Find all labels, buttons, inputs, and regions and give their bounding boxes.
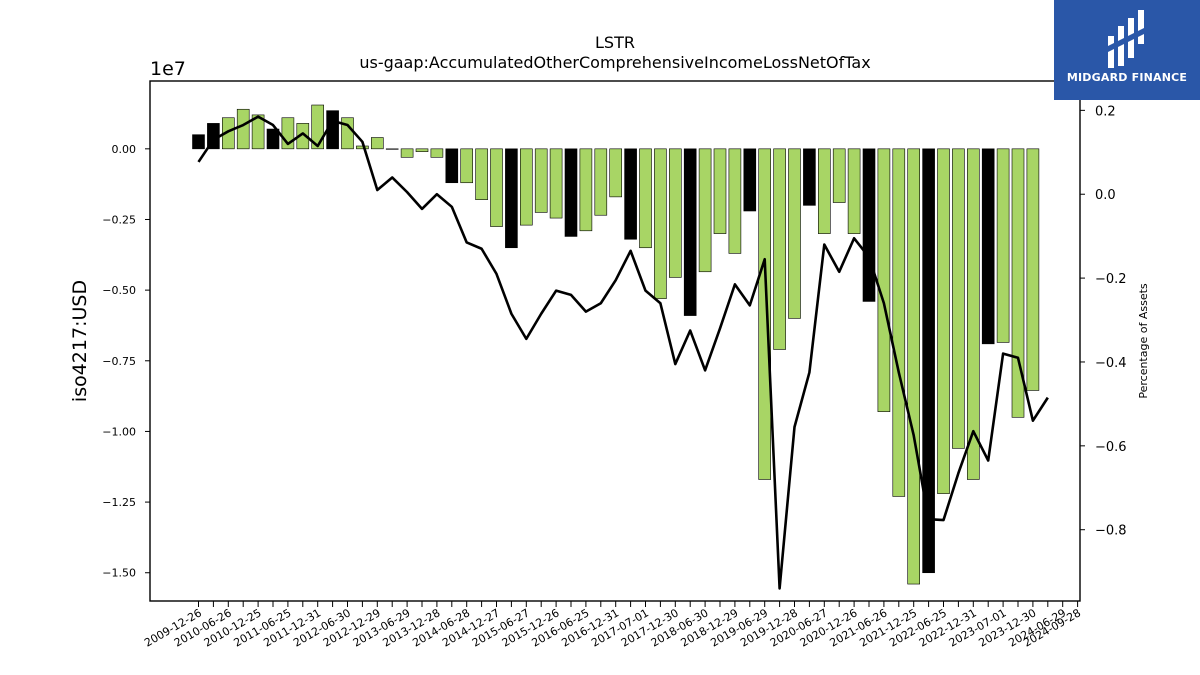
bar — [460, 148, 474, 184]
bar — [966, 148, 980, 480]
bar — [847, 148, 861, 234]
bar — [579, 148, 593, 232]
brand-name: MIDGARD FINANCE — [1066, 71, 1188, 84]
series-line — [197, 115, 1049, 590]
bar — [654, 148, 667, 299]
y2-tick-label: −0.4 — [1095, 356, 1127, 371]
y-tick-label: −0.50 — [102, 284, 136, 297]
plot-frame — [149, 80, 1081, 602]
chart-subtitle: us-gaap:AccumulatedOtherComprehensiveInc… — [359, 53, 870, 72]
bar — [862, 148, 876, 302]
bar — [385, 148, 399, 150]
y2-tick-label: −0.6 — [1095, 440, 1127, 455]
bar — [549, 148, 563, 219]
bar — [728, 148, 742, 254]
bar — [832, 148, 846, 203]
bar — [996, 148, 1010, 343]
bar — [877, 148, 891, 412]
y-tick-label: −0.25 — [102, 213, 136, 226]
bar — [594, 148, 608, 216]
bar — [564, 148, 578, 237]
bar — [519, 148, 533, 226]
bar — [266, 128, 280, 150]
bar — [475, 148, 488, 201]
y-tick-label: −1.25 — [102, 496, 136, 509]
bar — [490, 148, 503, 227]
y-tick-label: −1.00 — [102, 425, 136, 438]
bar — [892, 148, 906, 497]
bar — [356, 145, 369, 150]
midgard-logo-icon — [1108, 10, 1144, 68]
bar — [713, 148, 727, 234]
y-tick-label: −1.50 — [102, 567, 136, 580]
bar — [758, 148, 772, 480]
bar — [445, 148, 459, 184]
bar — [668, 148, 682, 278]
bar — [1011, 148, 1025, 418]
bar — [192, 134, 205, 150]
y2-tick-label: 0.2 — [1095, 104, 1116, 119]
bar — [430, 148, 444, 158]
bar — [609, 148, 623, 198]
bar — [639, 148, 652, 249]
bar — [400, 148, 414, 158]
y2-tick-label: 0.0 — [1095, 188, 1116, 203]
bar — [683, 148, 697, 316]
chart-title: LSTR — [595, 33, 635, 52]
bar — [937, 148, 950, 494]
y-axis-label: iso4217:USD — [69, 280, 91, 402]
bar — [505, 148, 518, 249]
bar — [952, 148, 965, 449]
y2-tick-label: −0.2 — [1095, 272, 1127, 287]
bar — [236, 108, 250, 150]
brand-logo: MIDGARD FINANCE — [1054, 0, 1200, 100]
bar — [788, 148, 801, 319]
bar — [370, 137, 384, 150]
bar — [773, 148, 786, 350]
bar — [341, 117, 354, 150]
bar — [1026, 148, 1040, 391]
bar — [698, 148, 712, 273]
bar — [922, 148, 935, 574]
bar — [534, 148, 548, 213]
bar — [907, 148, 921, 585]
y2-tick-label: −0.8 — [1095, 524, 1127, 539]
bar — [981, 148, 995, 345]
bar — [311, 104, 325, 150]
y-tick-label: 0.00 — [112, 143, 137, 156]
bar — [415, 148, 429, 152]
bar — [803, 148, 816, 206]
y-tick-label: −0.75 — [102, 355, 136, 368]
y2-axis-label: Percentage of Assets — [1137, 283, 1150, 399]
bar — [624, 148, 637, 240]
bar — [817, 148, 831, 234]
bar — [743, 148, 757, 212]
y-scale-label: 1e7 — [150, 58, 186, 80]
bar — [251, 114, 265, 150]
